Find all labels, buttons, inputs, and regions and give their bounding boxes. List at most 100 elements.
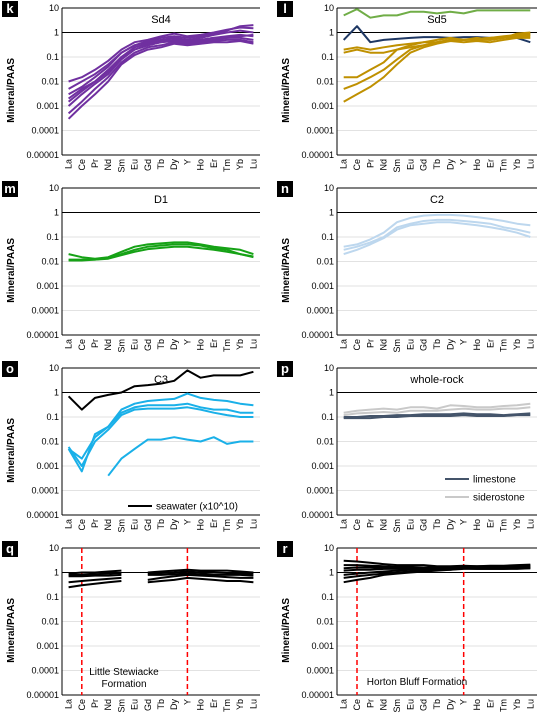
- x-tick-label: Ce: [352, 519, 362, 531]
- panel-label-box: [277, 181, 293, 197]
- y-tick-label: 0.1: [321, 52, 334, 62]
- series-line: [343, 36, 531, 103]
- x-tick-label: Gd: [143, 519, 153, 531]
- y-axis-label: Mineral/PAAS: [6, 58, 17, 123]
- x-tick-label: Ho: [472, 699, 482, 711]
- y-tick-label: 0.00001: [301, 150, 334, 160]
- y-tick-label: 0.1: [321, 592, 334, 602]
- y-tick-label: 0.0001: [306, 486, 334, 496]
- panel-title: Sd4: [151, 14, 171, 26]
- x-tick-label: Lu: [248, 159, 258, 169]
- panel-title: whole-rock: [409, 374, 464, 386]
- y-tick-label: 10: [324, 363, 334, 373]
- series-line: [67, 40, 254, 120]
- legend-label: limestone: [473, 475, 516, 486]
- y-tick-label: 0.01: [316, 617, 334, 627]
- panel-q: q 0.00001 0.0001 0.001 0.01 0.1 1 10 La Ce Pr Nd Sm E…: [2, 541, 260, 713]
- y-axis-label: Mineral/PAAS: [6, 238, 17, 303]
- y-tick-label: 10: [49, 3, 59, 13]
- x-tick-label: Gd: [419, 159, 429, 171]
- formation-label: Little Stewiacke: [89, 667, 159, 678]
- panel-label-box: [2, 361, 18, 377]
- y-tick-label: 1: [329, 568, 334, 578]
- y-tick-label: 0.0001: [31, 486, 59, 496]
- y-tick-label: 0.00001: [26, 330, 59, 340]
- x-tick-label: Gd: [419, 699, 429, 711]
- series-line: [68, 392, 254, 460]
- series-line: [343, 213, 531, 248]
- x-tick-label: Nd: [103, 159, 113, 171]
- y-tick-label: 0.00001: [26, 510, 59, 520]
- x-tick-label: Tb: [432, 339, 442, 350]
- x-tick-label: Eu: [130, 159, 140, 170]
- x-tick-label: Tb: [156, 699, 166, 710]
- panel-label: k: [6, 1, 14, 16]
- y-tick-label: 10: [324, 3, 334, 13]
- x-tick-label: Sm: [392, 519, 402, 533]
- x-tick-label: Tb: [432, 699, 442, 710]
- x-tick-label: Ho: [196, 699, 206, 711]
- x-tick-label: Ce: [352, 339, 362, 351]
- series-line: [68, 24, 254, 90]
- panel-label-box: [277, 361, 293, 377]
- x-tick-label: Gd: [419, 519, 429, 531]
- x-tick-label: La: [64, 159, 74, 169]
- x-tick-label: Pr: [90, 339, 100, 348]
- y-tick-label: 1: [54, 388, 59, 398]
- panel-o: o 0.00001 0.0001 0.001 0.01 0.1 1 10 La Ce Pr Nd Sm E…: [2, 361, 260, 533]
- x-tick-label: Pr: [90, 159, 100, 168]
- x-tick-label: Nd: [103, 339, 113, 351]
- x-tick-label: Ce: [77, 159, 87, 171]
- x-tick-label: Tm: [499, 159, 509, 172]
- y-tick-label: 0.001: [36, 641, 59, 651]
- series-line: [67, 369, 254, 411]
- panel-title: C3: [154, 374, 168, 386]
- series-line: [67, 406, 254, 467]
- y-axis-label: Mineral/PAAS: [6, 598, 17, 663]
- series-line: [68, 568, 254, 575]
- series-line: [67, 402, 254, 473]
- y-tick-label: 0.001: [36, 101, 59, 111]
- x-tick-label: Dy: [169, 519, 179, 530]
- panel-label-box: [2, 541, 18, 557]
- x-tick-label: Tm: [499, 339, 509, 352]
- x-tick-label: Tm: [222, 699, 232, 712]
- x-tick-label: Sm: [116, 159, 126, 173]
- x-tick-label: Y: [459, 159, 469, 165]
- panel-label: l: [283, 1, 287, 16]
- y-tick-label: 0.001: [36, 281, 59, 291]
- x-tick-label: Tb: [156, 159, 166, 170]
- x-tick-label: Y: [182, 519, 192, 525]
- x-tick-label: Nd: [103, 699, 113, 711]
- y-tick-label: 0.001: [36, 461, 59, 471]
- x-tick-label: Yb: [512, 159, 522, 170]
- x-tick-label: La: [64, 699, 74, 709]
- y-tick-label: 10: [324, 543, 334, 553]
- panel-m: m 0.00001 0.0001 0.001 0.01 0.1 1 10 La Ce Pr Nd Sm E…: [2, 181, 260, 353]
- x-tick-label: Nd: [379, 519, 389, 531]
- y-tick-label: 10: [49, 183, 59, 193]
- y-tick-label: 0.00001: [26, 150, 59, 160]
- y-axis-label: Mineral/PAAS: [281, 58, 292, 123]
- x-tick-label: Tb: [156, 339, 166, 350]
- panel-label: n: [281, 181, 289, 196]
- x-tick-label: Pr: [365, 159, 375, 168]
- y-tick-label: 0.0001: [31, 306, 59, 316]
- series-line: [343, 406, 531, 417]
- x-tick-label: Tm: [499, 699, 509, 712]
- x-tick-label: Sm: [392, 339, 402, 353]
- y-tick-label: 1: [54, 568, 59, 578]
- x-tick-label: Yb: [512, 339, 522, 350]
- x-tick-label: Pr: [365, 519, 375, 528]
- series-line: [68, 29, 254, 96]
- x-tick-label: Lu: [525, 159, 535, 169]
- x-tick-label: Pr: [90, 699, 100, 708]
- x-tick-label: Tm: [499, 519, 509, 532]
- x-tick-label: Lu: [248, 519, 258, 529]
- panel-label-box: [2, 181, 18, 197]
- x-tick-label: Pr: [365, 699, 375, 708]
- x-tick-label: Tm: [222, 159, 232, 172]
- panel-label: o: [6, 361, 14, 376]
